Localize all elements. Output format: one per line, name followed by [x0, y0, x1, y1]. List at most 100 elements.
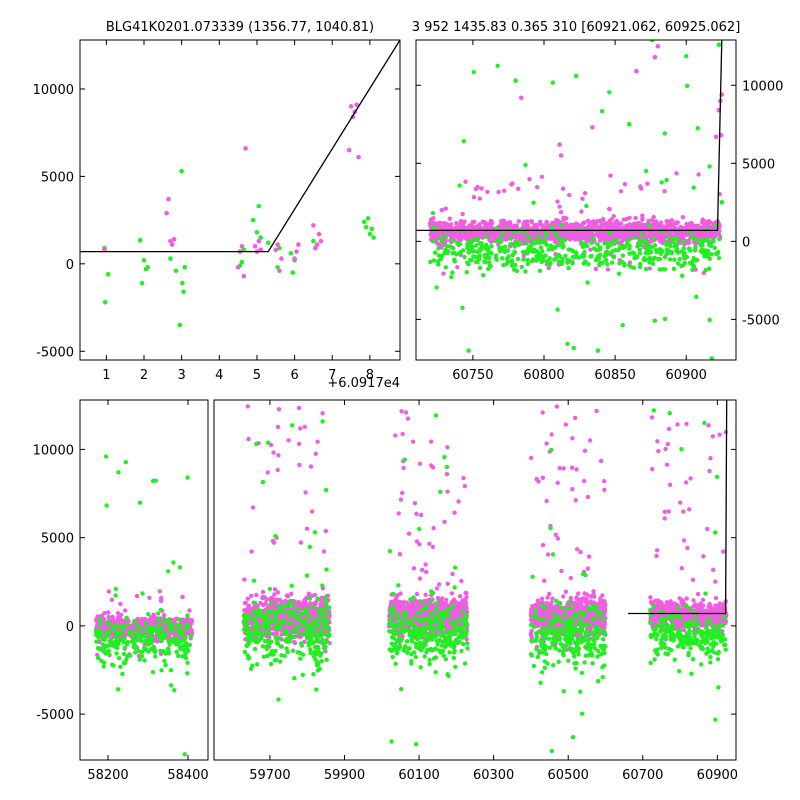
data-point	[316, 606, 322, 611]
data-point	[602, 254, 607, 259]
data-point	[537, 240, 543, 245]
data-point	[494, 238, 499, 244]
data-point	[639, 186, 644, 191]
data-point	[172, 637, 178, 643]
data-point	[643, 234, 648, 240]
data-point	[544, 242, 550, 248]
data-point	[487, 234, 493, 239]
data-point	[269, 595, 274, 601]
data-point	[519, 227, 524, 232]
data-point	[252, 244, 258, 249]
data-point	[324, 487, 329, 493]
data-point	[693, 248, 698, 253]
data-point	[295, 624, 300, 629]
data-point	[106, 589, 112, 594]
data-point	[260, 594, 266, 599]
data-point	[235, 265, 241, 270]
data-point	[537, 268, 543, 273]
data-point	[262, 616, 267, 621]
data-point	[643, 266, 649, 272]
data-point	[584, 203, 589, 209]
data-point	[146, 612, 151, 617]
data-point	[674, 236, 679, 242]
data-point	[593, 257, 599, 263]
data-point	[246, 436, 251, 442]
data-point	[614, 237, 619, 242]
data-point	[177, 565, 183, 570]
data-point	[326, 605, 332, 610]
data-point	[461, 139, 466, 144]
data-point	[712, 245, 717, 251]
data-point	[255, 609, 260, 614]
data-point	[269, 609, 275, 614]
data-point	[308, 636, 314, 641]
data-point	[283, 598, 288, 604]
data-point	[659, 229, 665, 234]
data-point	[567, 192, 572, 198]
data-point	[611, 240, 616, 246]
data-point	[668, 257, 673, 262]
data-point	[285, 621, 290, 626]
data-point	[324, 657, 329, 662]
data-point	[527, 235, 532, 241]
data-point	[524, 241, 529, 246]
data-point	[647, 255, 652, 261]
data-point	[437, 220, 443, 225]
data-point	[693, 267, 698, 272]
data-point	[632, 221, 637, 226]
data-point	[95, 655, 101, 661]
x-tick-label: 3	[178, 368, 186, 383]
data-point	[149, 631, 154, 636]
data-point	[305, 631, 311, 637]
data-point	[665, 234, 671, 240]
data-point	[596, 234, 602, 239]
data-point	[693, 244, 698, 250]
data-point	[239, 259, 245, 265]
data-point	[320, 638, 325, 643]
data-point	[652, 255, 657, 260]
data-point	[261, 654, 266, 659]
axes-frame	[79, 39, 401, 361]
data-point	[180, 280, 185, 286]
data-point	[622, 244, 628, 249]
data-point	[565, 341, 570, 346]
data-point	[326, 633, 331, 639]
data-point	[94, 632, 100, 638]
data-point	[139, 280, 145, 286]
data-point	[489, 219, 495, 225]
data-point	[254, 441, 259, 447]
data-point	[106, 610, 111, 615]
data-point	[277, 268, 282, 274]
data-point	[138, 632, 144, 637]
data-point	[510, 181, 515, 186]
data-point	[494, 257, 499, 262]
data-point	[703, 267, 708, 273]
data-point	[638, 261, 643, 267]
data-point	[560, 245, 565, 250]
data-point	[136, 648, 142, 654]
data-point	[305, 622, 310, 628]
data-point	[320, 411, 325, 416]
data-point	[293, 614, 299, 619]
data-point	[538, 245, 544, 250]
data-point	[307, 595, 312, 601]
data-point	[173, 633, 178, 639]
data-point	[454, 252, 459, 257]
data-point	[477, 196, 482, 201]
data-point	[275, 424, 281, 430]
data-point	[489, 250, 494, 256]
data-point	[99, 632, 105, 637]
data-point	[443, 206, 448, 211]
data-point	[120, 623, 126, 629]
data-point	[320, 419, 325, 424]
data-point	[294, 249, 299, 254]
data-point	[290, 423, 295, 428]
data-point	[564, 221, 569, 227]
data-point	[369, 226, 375, 232]
data-point	[492, 235, 498, 240]
data-point	[462, 254, 467, 260]
data-point	[252, 600, 258, 606]
data-point	[432, 232, 437, 237]
data-point	[496, 242, 501, 247]
